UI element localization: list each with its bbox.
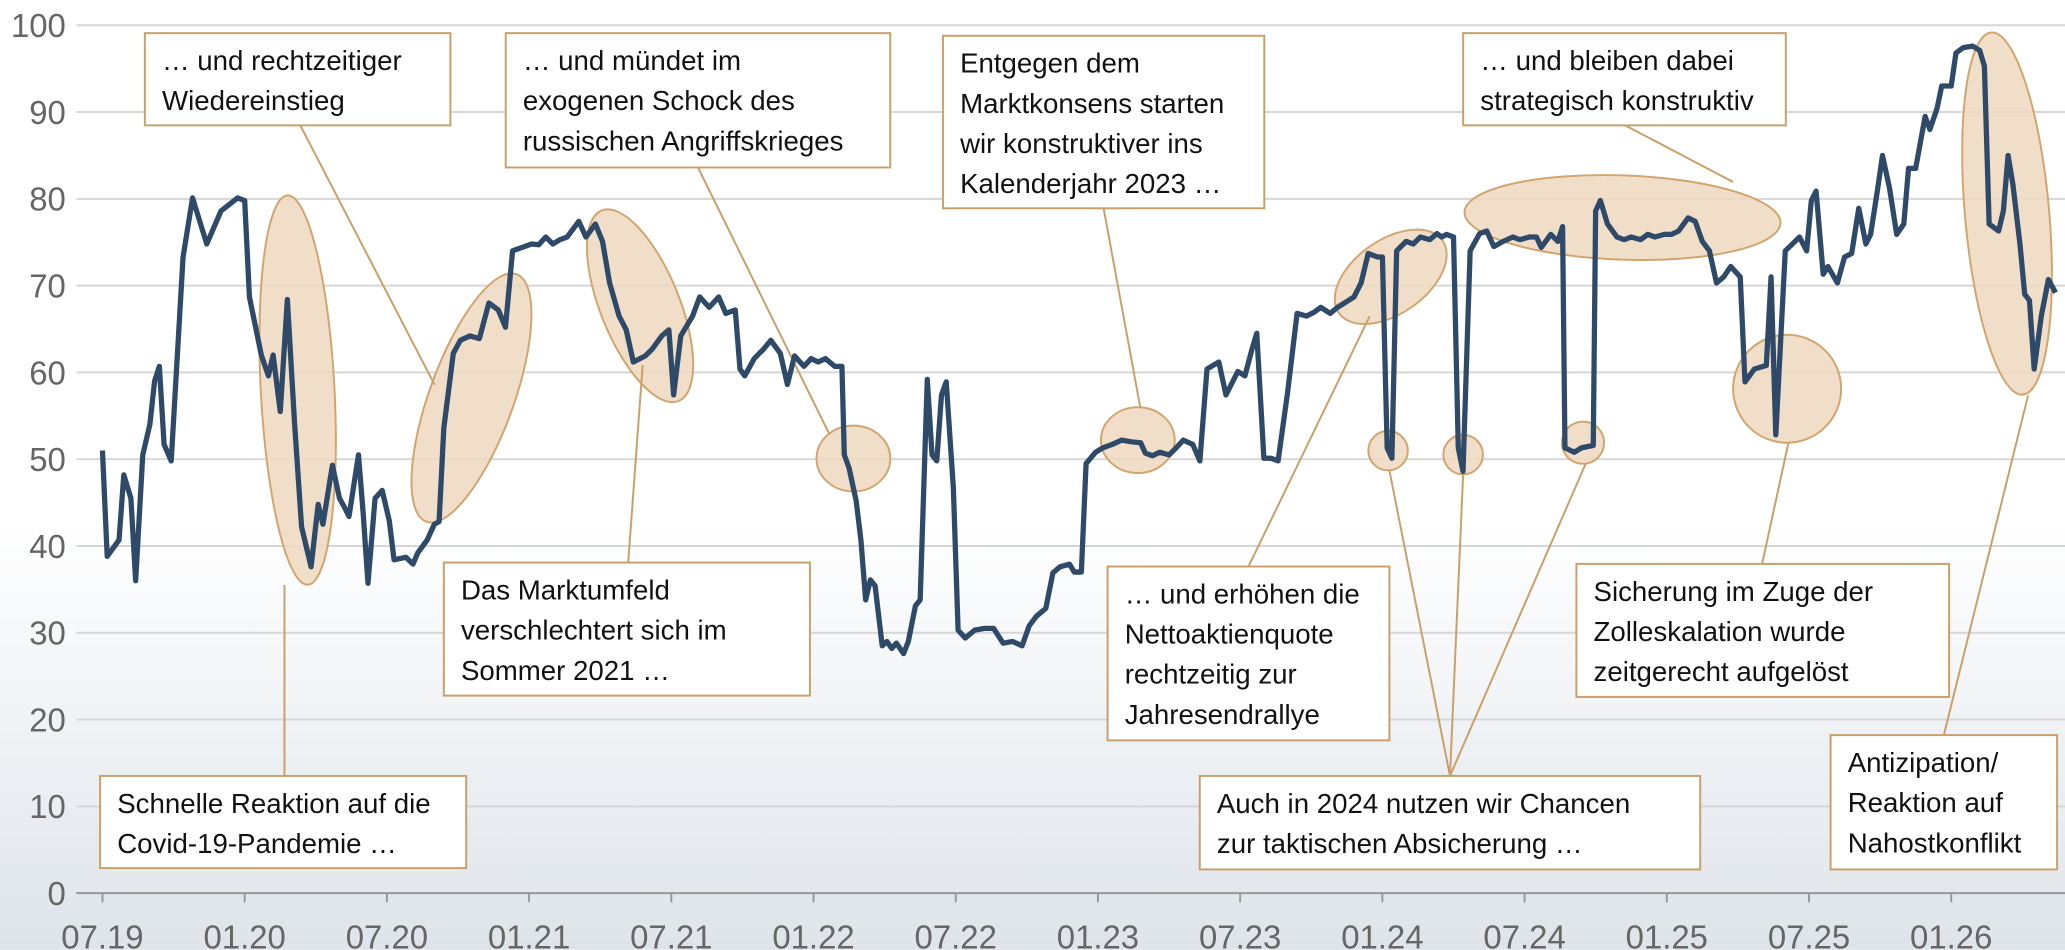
leader-lines — [283, 124, 2030, 778]
leader-line — [299, 124, 436, 386]
y-tick-label: 100 — [11, 7, 66, 44]
annotation-text: Reaktion auf — [1848, 787, 2004, 818]
annotation-text: Sommer 2021 … — [461, 655, 670, 686]
highlight — [1732, 333, 1843, 444]
x-tick-label: 01.25 — [1626, 918, 1708, 950]
annotation-text: exogenen Schock des — [523, 85, 795, 116]
annotation-text: Sicherung im Zuge der — [1594, 576, 1874, 607]
x-tick-label: 07.19 — [61, 918, 143, 950]
plot — [99, 43, 2058, 657]
leader-line — [1448, 474, 1465, 776]
x-tick-label: 01.20 — [203, 918, 285, 950]
annotation-text: rechtzeitig zur — [1125, 659, 1297, 690]
annotation-text: … und bleiben dabei — [1480, 45, 1734, 76]
y-tick-label: 50 — [29, 441, 66, 478]
annotation-text: zur taktischen Absicherung … — [1217, 828, 1583, 859]
annotation-box — [442, 561, 811, 697]
x-tick-label: 07.24 — [1483, 918, 1565, 950]
annotation-text: Zolleskalation wurde — [1594, 616, 1846, 647]
annotation-text: Marktkonsens starten — [960, 88, 1224, 119]
x-tick-label: 07.23 — [1199, 918, 1281, 950]
annotation-text: Auch in 2024 nutzen wir Chancen — [1217, 788, 1630, 819]
x-tick-label: 07.25 — [1768, 918, 1850, 950]
y-tick-label: 20 — [29, 701, 66, 738]
y-tick-label: 90 — [29, 94, 66, 131]
annotation-text: strategisch konstruktiv — [1480, 85, 1754, 116]
x-tick-label: 01.23 — [1057, 918, 1139, 950]
x-tick-label: 07.21 — [630, 918, 712, 950]
annotation-box — [941, 34, 1266, 210]
annotation-box — [1106, 565, 1391, 742]
y-tick-label: 80 — [29, 181, 66, 218]
annotation-box — [1198, 774, 1702, 871]
annotation-text: Das Marktumfeld — [461, 574, 670, 605]
annotation-text: … und erhöhen die — [1125, 578, 1360, 609]
y-tick-label: 70 — [29, 267, 66, 304]
annotation-text: Jahresendrallye — [1125, 699, 1320, 730]
highlight — [258, 194, 337, 586]
annotation-text: Wiedereinstieg — [162, 85, 345, 116]
leader-line — [1624, 124, 1734, 183]
x-tick-label: 01.26 — [1910, 918, 1992, 950]
y-tick-label: 40 — [29, 528, 66, 565]
leader-line — [1942, 395, 2030, 736]
y-tick-label: 0 — [48, 875, 66, 912]
annotation-text: russischen Angriffskrieges — [523, 125, 844, 156]
annotation-box — [1829, 734, 2059, 871]
x-tick-label: 01.21 — [488, 918, 570, 950]
x-tick-label: 01.24 — [1341, 918, 1423, 950]
annotation-box — [504, 32, 892, 169]
annotation-text: wir konstruktiver ins — [959, 128, 1203, 159]
annotation-text: Schnelle Reaktion auf die — [117, 788, 430, 819]
leader-line — [1449, 463, 1587, 777]
annotation-text: Kalenderjahr 2023 … — [960, 168, 1221, 199]
highlight — [585, 208, 695, 404]
annotations: … und rechtzeitiger Wiedereinstieg … und m… — [99, 32, 2059, 871]
annotation-text: … und mündet im — [523, 45, 741, 76]
annotation-text: Covid-19-Pandemie … — [117, 828, 397, 859]
y-tick-label: 30 — [29, 615, 66, 652]
leader-line — [1247, 315, 1371, 567]
annotation-text: zeitgerecht aufgelöst — [1594, 656, 1849, 687]
x-tick-label: 07.22 — [915, 918, 997, 950]
annotation-text: … und rechtzeitiger — [162, 45, 402, 76]
x-tick-label: 01.22 — [772, 918, 854, 950]
leader-line — [697, 167, 831, 436]
data-line — [99, 43, 2058, 657]
x-tick-label: 07.20 — [346, 918, 428, 950]
annotation-text: Antizipation/ — [1848, 747, 1999, 778]
annotation-text: verschlechtert sich im — [461, 615, 727, 646]
leader-line — [1102, 208, 1142, 409]
leader-line — [627, 364, 644, 563]
annotation-box — [143, 32, 452, 127]
y-tick-label: 10 — [29, 788, 66, 825]
highlight — [1560, 420, 1606, 465]
leader-line — [1761, 442, 1790, 565]
y-tick-label: 60 — [29, 354, 66, 391]
annotation-box — [1462, 32, 1787, 127]
annotation-text: Nahostkonflikt — [1848, 827, 2022, 858]
annotation-box — [99, 774, 468, 870]
highlight — [1333, 228, 1448, 325]
annotation-box — [1575, 562, 1951, 698]
leader-line — [1388, 470, 1451, 777]
annotation-text: Entgegen dem — [960, 48, 1140, 79]
annotation-text: Nettoaktienquote — [1125, 619, 1334, 650]
